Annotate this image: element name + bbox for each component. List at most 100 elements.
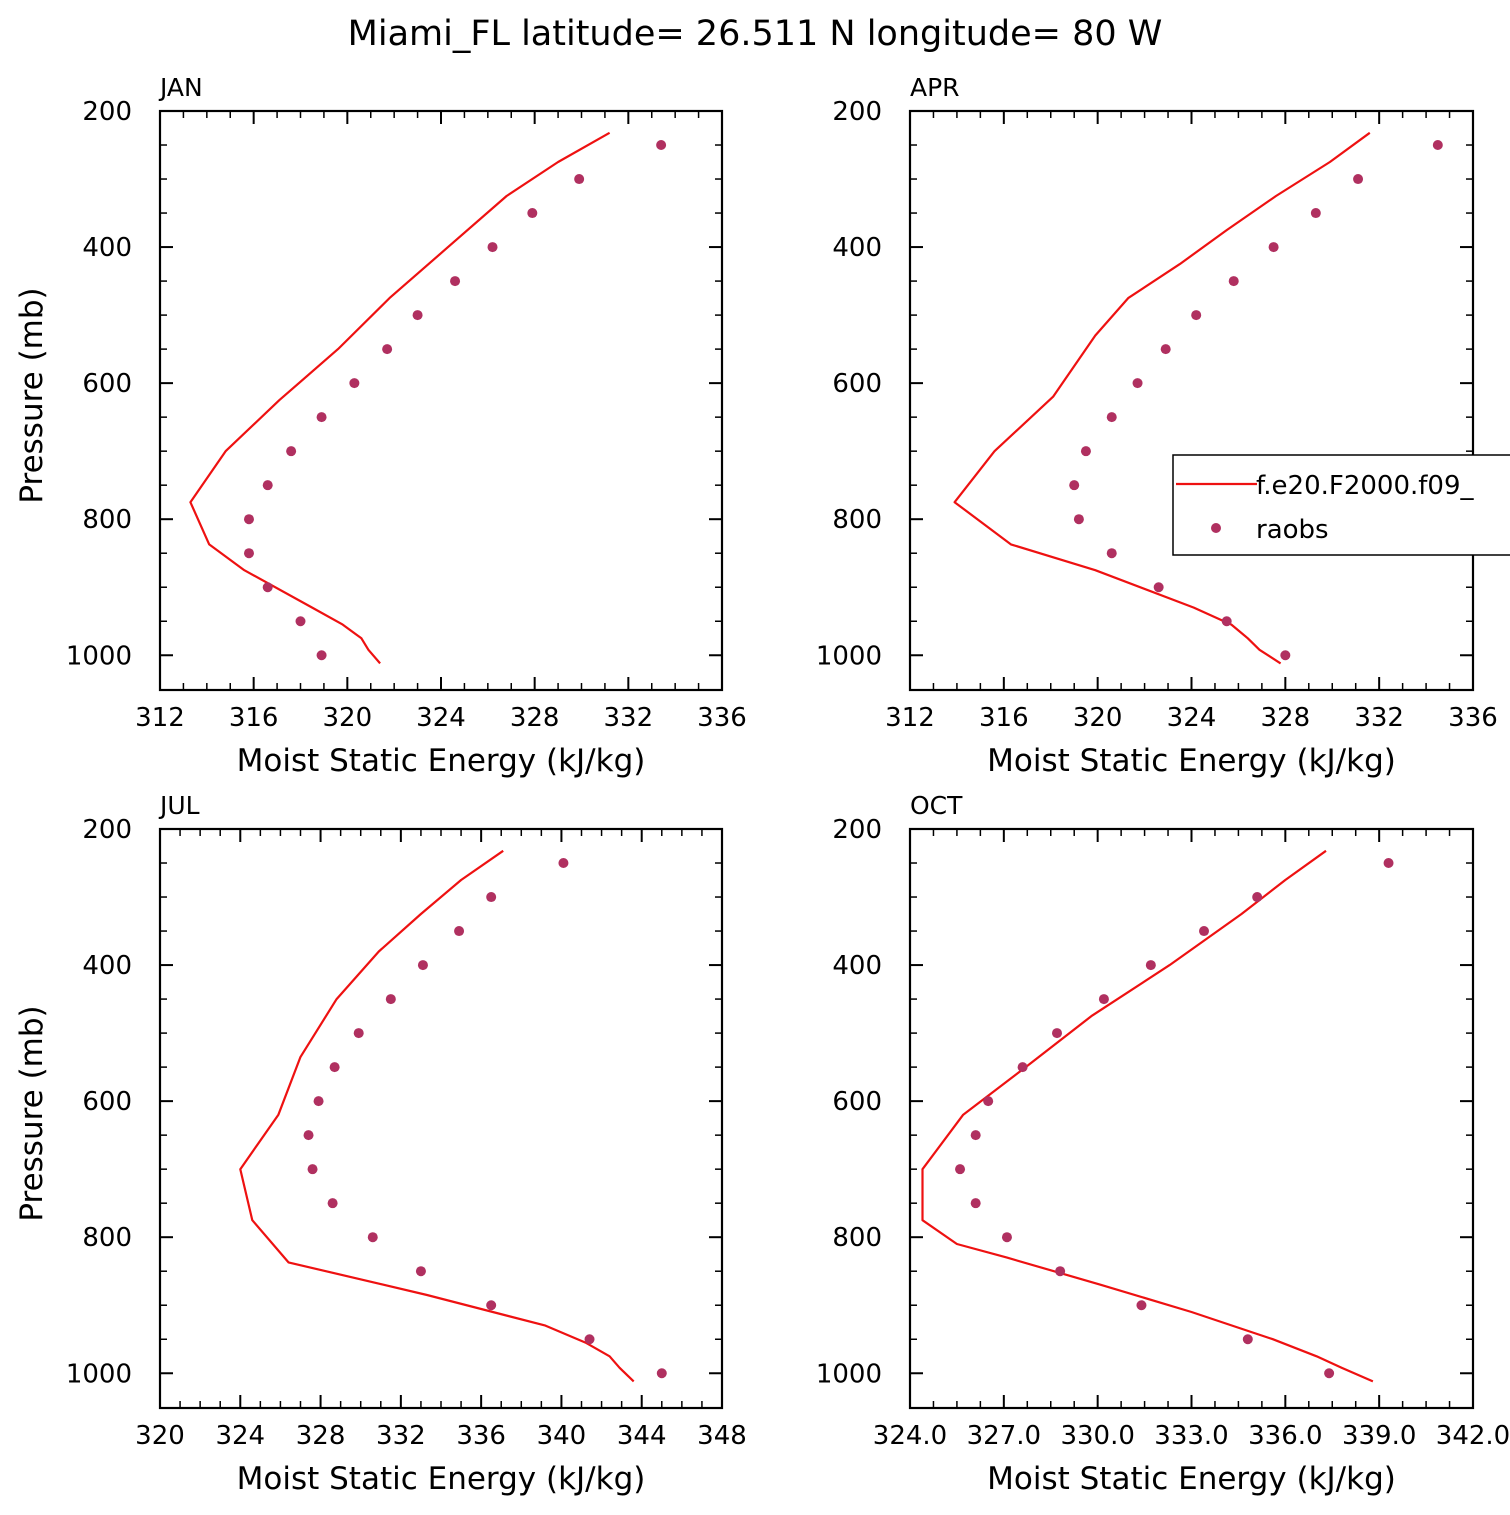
- x-tick-label: 312: [885, 703, 935, 733]
- obs-point: [1001, 1232, 1012, 1243]
- obs-point: [327, 1198, 338, 1209]
- y-tick-label: 200: [832, 97, 882, 127]
- obs-point: [316, 412, 327, 423]
- x-tick-label: 330.0: [1060, 1421, 1134, 1451]
- obs-point: [970, 1198, 981, 1209]
- y-tick-label: 400: [832, 233, 882, 263]
- x-tick-label: 336: [1448, 703, 1498, 733]
- x-tick-label: 316: [979, 703, 1029, 733]
- x-tick-label: 320: [1073, 703, 1123, 733]
- y-tick-label: 400: [82, 233, 132, 263]
- x-tick-label: 316: [229, 703, 279, 733]
- x-axis-label: Moist Static Energy (kJ/kg): [987, 743, 1396, 779]
- y-tick-label: 600: [832, 1087, 882, 1117]
- panel-label: JAN: [158, 73, 203, 102]
- obs-point: [1052, 1028, 1063, 1039]
- legend-model-label: f.e20.F2000.f09_: [1256, 471, 1474, 501]
- x-tick-label: 324.0: [873, 1421, 947, 1451]
- y-tick-label: 800: [82, 1223, 132, 1253]
- obs-point: [487, 242, 498, 253]
- obs-point: [417, 960, 428, 971]
- obs-point: [385, 994, 396, 1005]
- panel-apr: APR 312 316 320 324 328 332 336 200 400 600 800 1000…: [816, 73, 1498, 779]
- panel-oct: OCT 324.0 327.0 330.0 333.0 336.0 339.0 342.0 20…: [816, 791, 1510, 1497]
- y-tick-label: 800: [832, 1223, 882, 1253]
- x-axis-label: Moist Static Energy (kJ/kg): [987, 1461, 1396, 1497]
- y-axis-label: Pressure (mb): [14, 287, 50, 503]
- obs-point: [584, 1334, 595, 1345]
- legend: f.e20.F2000.f09_ raobs: [1172, 454, 1510, 556]
- obs-point: [1228, 276, 1239, 287]
- obs-point: [1280, 650, 1291, 661]
- obs-point: [367, 1232, 378, 1243]
- y-tick-label: 800: [82, 505, 132, 535]
- model-series-line: [189, 131, 611, 665]
- x-tick-label: 328: [510, 703, 560, 733]
- x-tick-label: 320: [135, 1421, 185, 1451]
- obs-point: [295, 616, 306, 627]
- obs-point: [415, 1266, 426, 1277]
- obs-point: [1252, 892, 1263, 903]
- x-tick-label: 332: [604, 703, 654, 733]
- y-tick-label: 200: [82, 815, 132, 845]
- x-tick-label: 333.0: [1154, 1421, 1228, 1451]
- panel-label: APR: [910, 73, 960, 102]
- obs-point: [1073, 514, 1084, 525]
- model-series-line: [953, 131, 1371, 665]
- plot-frame: [908, 827, 1475, 1410]
- obs-point: [313, 1096, 324, 1107]
- obs-point: [1017, 1062, 1028, 1073]
- y-axis-label: Pressure (mb): [14, 1005, 50, 1221]
- y-tick-label: 800: [832, 505, 882, 535]
- legend-obs-label: raobs: [1256, 515, 1329, 545]
- y-tick-label: 400: [832, 951, 882, 981]
- obs-point: [1153, 582, 1164, 593]
- obs-point: [262, 582, 273, 593]
- obs-point: [1310, 208, 1321, 219]
- obs-point: [1160, 344, 1171, 355]
- x-tick-label: 332: [376, 1421, 426, 1451]
- y-tick-label: 600: [82, 1087, 132, 1117]
- model-series-line: [239, 849, 635, 1383]
- obs-point: [656, 140, 667, 151]
- obs-point: [1383, 858, 1394, 869]
- obs-point: [329, 1062, 340, 1073]
- obs-point: [1353, 174, 1364, 185]
- y-tick-label: 1000: [66, 641, 132, 671]
- x-tick-label: 344: [617, 1421, 667, 1451]
- y-tick-label: 400: [82, 951, 132, 981]
- panel-label: OCT: [910, 791, 963, 820]
- plot-frame: [908, 109, 1475, 692]
- obs-point: [1098, 994, 1109, 1005]
- obs-point: [1132, 378, 1143, 389]
- obs-point: [970, 1130, 981, 1141]
- x-tick-label: 336: [456, 1421, 506, 1451]
- x-tick-label: 328: [296, 1421, 346, 1451]
- x-tick-label: 340: [537, 1421, 587, 1451]
- x-tick-label: 342.0: [1436, 1421, 1510, 1451]
- figure-title: Miami_FL latitude= 26.511 N longitude= 8…: [348, 14, 1163, 54]
- y-tick-label: 600: [832, 369, 882, 399]
- x-tick-label: 348: [697, 1421, 747, 1451]
- x-tick-label: 324: [215, 1421, 265, 1451]
- obs-point: [983, 1096, 994, 1107]
- obs-point: [349, 378, 360, 389]
- obs-point: [262, 480, 273, 491]
- y-tick-label: 200: [82, 97, 132, 127]
- obs-point: [1324, 1368, 1335, 1379]
- obs-point: [486, 892, 497, 903]
- panel-jul: JUL 320 324 328 332 336 340 344 348 200 400 600 800 1…: [14, 791, 747, 1497]
- obs-point: [286, 446, 297, 457]
- obs-point: [382, 344, 393, 355]
- x-tick-label: 327.0: [967, 1421, 1041, 1451]
- obs-point: [1221, 616, 1232, 627]
- plot-frame: [158, 827, 724, 1410]
- legend-box: [1172, 454, 1510, 556]
- obs-point: [1136, 1300, 1147, 1311]
- x-tick-label: 336: [697, 703, 747, 733]
- legend-obs-marker-swatch: [1211, 523, 1221, 533]
- x-tick-label: 339.0: [1342, 1421, 1416, 1451]
- panels-group: JAN 312 316 320 324 328 332 336 200 400 600 800 1000…: [14, 73, 1510, 1497]
- obs-point: [1106, 412, 1117, 423]
